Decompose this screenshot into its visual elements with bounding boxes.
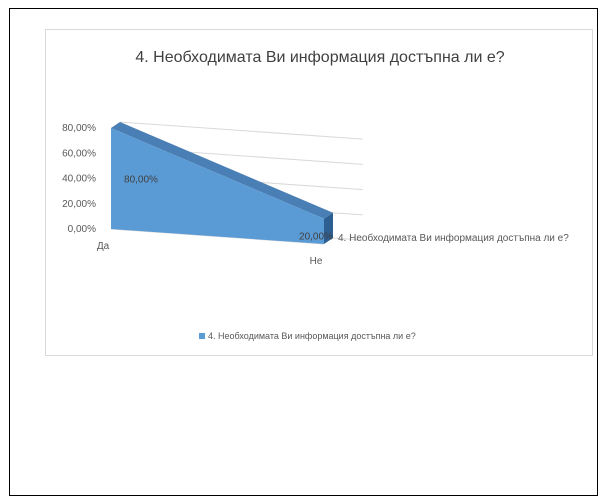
data-labels: 80,00% 20,00% — [124, 175, 333, 243]
area-side-face — [324, 212, 333, 244]
area-front-face — [111, 128, 324, 244]
legend: 4. Необходимата Ви информация достъпна л… — [199, 331, 416, 341]
y-axis-ticks: 0,00% 20,00% 40,00% 60,00% 80,00% — [62, 123, 96, 235]
legend-swatch — [199, 333, 205, 339]
data-label: 20,00% — [299, 231, 333, 242]
x-category-label: Не — [310, 256, 323, 267]
y-tick-label: 40,00% — [62, 174, 96, 185]
series-area — [111, 122, 333, 244]
category-labels: Да Не — [97, 241, 323, 267]
y-tick-label: 20,00% — [62, 199, 96, 210]
legend-label: 4. Необходимата Ви информация достъпна л… — [208, 331, 416, 341]
y-tick-label: 60,00% — [62, 148, 96, 159]
y-tick-label: 80,00% — [62, 123, 96, 134]
area-top-face — [111, 122, 333, 219]
page-frame: 4. Необходимата Ви информация достъпна л… — [9, 8, 598, 496]
chart-area: 4. Необходимата Ви информация достъпна л… — [45, 29, 593, 356]
gridline — [119, 121, 363, 140]
series-depth-label: 4. Необходимата Ви информация достъпна л… — [338, 232, 569, 244]
area-chart: 4. Необходимата Ви информация достъпна л… — [62, 49, 569, 341]
y-tick-label: 0,00% — [68, 224, 96, 235]
data-label: 80,00% — [124, 175, 158, 186]
chart-title: 4. Необходимата Ви информация достъпна л… — [135, 49, 504, 66]
x-category-label: Да — [97, 241, 110, 252]
